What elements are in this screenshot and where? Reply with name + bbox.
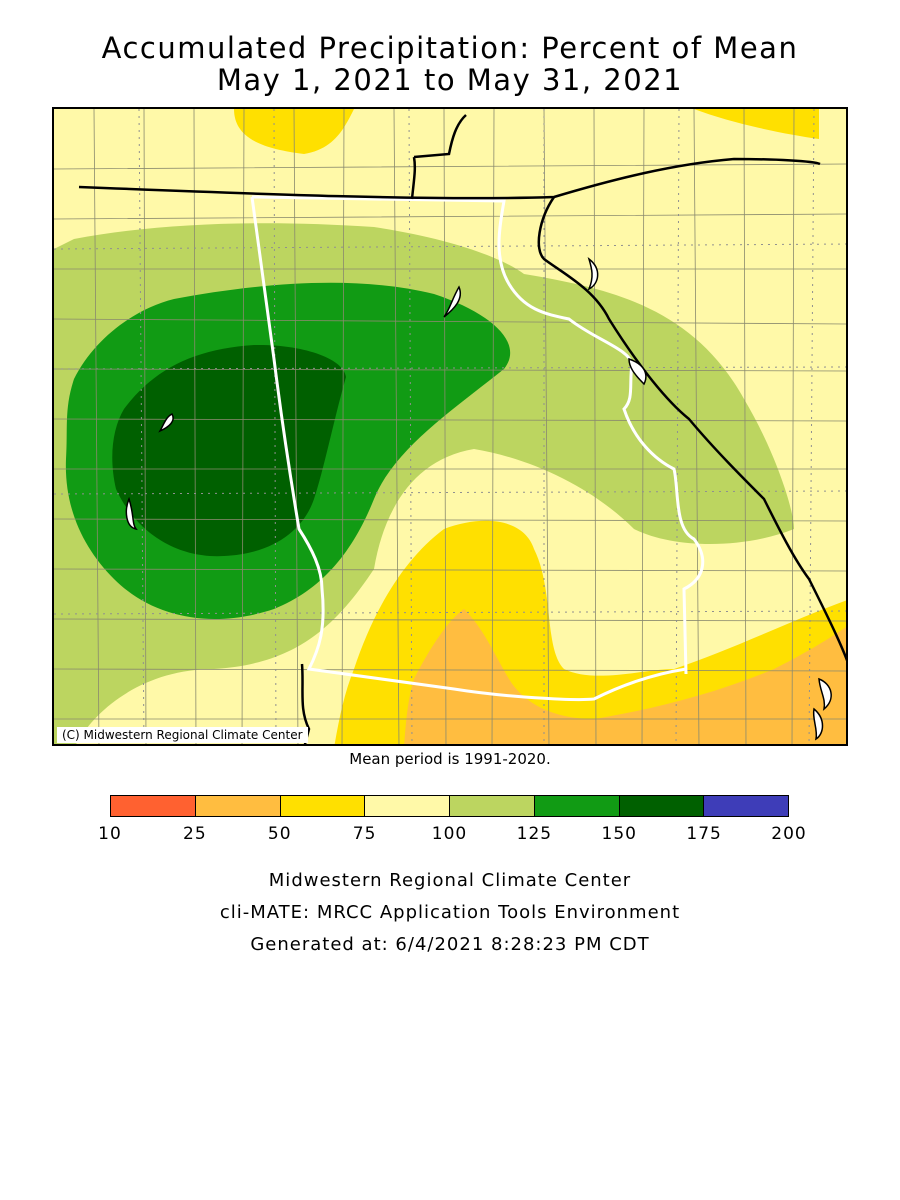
map-canvas (54, 109, 846, 744)
legend-swatch-50-75 (280, 796, 366, 816)
copyright-label: (C) Midwestern Regional Climate Center (57, 727, 308, 743)
map-title: Accumulated Precipitation: Percent of Me… (101, 31, 799, 65)
legend-tick-label: 200 (771, 824, 807, 844)
water-bodies (125, 256, 832, 741)
legend-swatch-125-150 (534, 796, 620, 816)
legend-tick-label: 100 (431, 824, 468, 844)
legend-swatch-150-175 (619, 796, 705, 816)
map-subtitle: May 1, 2021 to May 31, 2021 (216, 63, 684, 97)
region-25-50 (404, 609, 846, 744)
legend-tick-labels: 10 25 50 75 100 125 150 175 200 (98, 824, 806, 846)
mean-period-note: Mean period is 1991-2020. (349, 750, 551, 768)
legend-tick-label: 150 (601, 824, 637, 844)
legend-swatch-10-25 (111, 796, 196, 816)
legend-swatch-175-200 (704, 796, 788, 816)
footer-generated: Generated at: 6/4/2021 8:28:23 PM CDT (250, 934, 650, 955)
color-legend (110, 795, 789, 817)
footer-org: Midwestern Regional Climate Center (268, 870, 632, 891)
legend-tick-label: 175 (686, 824, 722, 844)
legend-swatch-100-125 (450, 796, 535, 816)
county-lines (54, 109, 846, 744)
legend-swatch-25-50 (195, 796, 281, 816)
major-boundaries (78, 114, 846, 744)
state-borders (250, 195, 705, 702)
footer-tool: cli-MATE: MRCC Application Tools Environ… (219, 902, 681, 923)
precipitation-map (52, 107, 848, 746)
legend-tick-label: 75 (352, 824, 377, 844)
legend-tick-label: 25 (183, 824, 207, 844)
legend-tick-label: 50 (267, 824, 292, 844)
legend-tick-label: 10 (98, 824, 122, 844)
region-150-175 (112, 344, 346, 557)
legend-tick-label: 125 (516, 824, 553, 844)
legend-swatch-75-100 (365, 796, 450, 816)
region-50-75-northeast (694, 109, 819, 139)
